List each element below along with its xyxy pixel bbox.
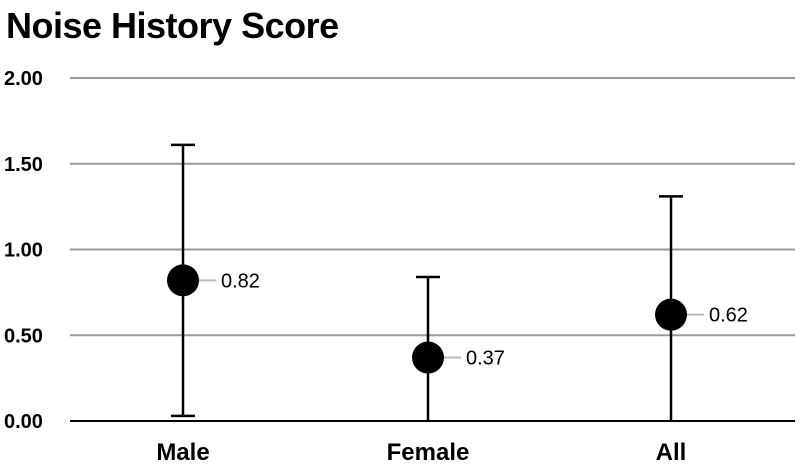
chart-title: Noise History Score: [6, 5, 339, 46]
y-tick-label: 0.00: [4, 411, 43, 433]
data-label: 0.62: [709, 305, 748, 327]
y-tick-label: 1.50: [4, 154, 43, 176]
data-label: 0.37: [466, 348, 505, 370]
x-axis-category-labels: Male Female All: [156, 439, 686, 466]
data-point-marker: [655, 298, 687, 331]
grid-lines: [70, 77, 795, 337]
data-point-marker: [412, 341, 444, 374]
y-tick-label: 2.00: [4, 68, 43, 90]
data-label: 0.82: [221, 270, 260, 292]
y-axis-tick-labels: 0.00 0.50 1.00 1.50 2.00: [4, 68, 43, 433]
data-series: 0.82 0.37 0.62: [167, 143, 748, 421]
data-point-marker: [167, 264, 199, 297]
y-tick-label: 0.50: [4, 325, 43, 347]
x-category-label: All: [656, 439, 687, 466]
x-category-label: Female: [387, 439, 470, 466]
y-tick-label: 1.00: [4, 240, 43, 262]
x-category-label: Male: [156, 439, 209, 466]
